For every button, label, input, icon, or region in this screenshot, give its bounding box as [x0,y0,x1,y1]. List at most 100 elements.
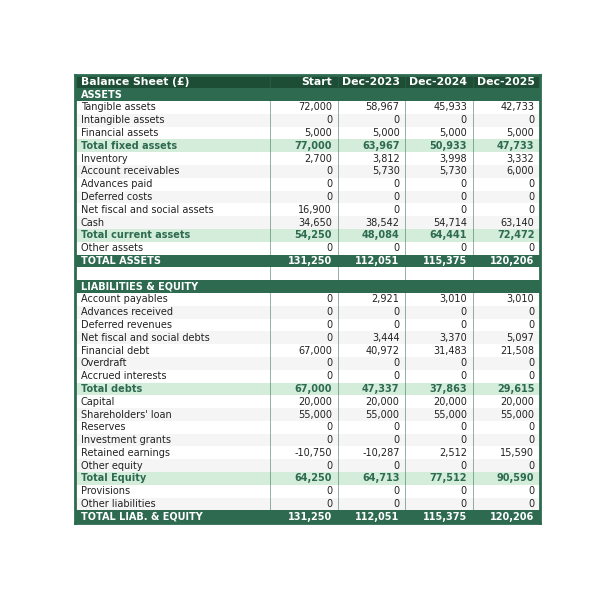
Text: Accrued interests: Accrued interests [80,371,166,381]
Text: 42,733: 42,733 [500,102,535,112]
Text: Total Equity: Total Equity [80,473,146,483]
Text: 0: 0 [461,499,467,509]
Bar [75,421,540,434]
Text: 20,000: 20,000 [298,397,332,407]
Text: Retained earnings: Retained earnings [80,448,170,458]
Text: Total current assets: Total current assets [80,230,190,241]
Text: LIABILITIES & EQUITY: LIABILITIES & EQUITY [80,281,198,291]
Text: 115,375: 115,375 [423,256,467,266]
Text: Advances paid: Advances paid [80,179,152,189]
Bar [75,382,540,395]
Text: 5,000: 5,000 [372,128,400,138]
Bar [75,101,540,114]
Text: -10,287: -10,287 [362,448,400,458]
Text: 55,000: 55,000 [433,410,467,420]
Text: Inventory: Inventory [80,154,127,164]
Text: 0: 0 [528,307,535,317]
Text: 48,084: 48,084 [362,230,400,241]
Text: 77,000: 77,000 [295,141,332,151]
Text: 0: 0 [326,499,332,509]
Text: 0: 0 [326,371,332,381]
Text: 20,000: 20,000 [433,397,467,407]
Text: 3,010: 3,010 [439,294,467,304]
Text: 0: 0 [394,358,400,368]
Text: 0: 0 [528,205,535,215]
Text: 0: 0 [326,179,332,189]
Text: 0: 0 [326,243,332,253]
Text: 0: 0 [394,499,400,509]
Bar [75,395,540,408]
Text: 2,921: 2,921 [371,294,400,304]
Bar [75,408,540,421]
Text: Total debts: Total debts [80,384,142,394]
Text: 0: 0 [326,358,332,368]
Text: Tangible assets: Tangible assets [80,102,155,112]
Text: 0: 0 [461,115,467,125]
Bar [75,126,540,139]
Text: 38,542: 38,542 [365,217,400,228]
Text: Capital: Capital [80,397,115,407]
Text: 45,933: 45,933 [433,102,467,112]
Text: 64,441: 64,441 [430,230,467,241]
Text: 20,000: 20,000 [365,397,400,407]
Text: 77,512: 77,512 [430,473,467,483]
Bar [75,434,540,446]
Text: 63,140: 63,140 [500,217,535,228]
Text: 67,000: 67,000 [298,346,332,356]
Text: 55,000: 55,000 [365,410,400,420]
Text: 131,250: 131,250 [288,256,332,266]
Text: 0: 0 [461,205,467,215]
Text: 58,967: 58,967 [365,102,400,112]
Text: 0: 0 [394,320,400,330]
Text: 0: 0 [461,320,467,330]
Text: 3,010: 3,010 [507,294,535,304]
Text: 0: 0 [394,192,400,202]
Text: Other assets: Other assets [80,243,143,253]
Text: 0: 0 [326,115,332,125]
Text: 0: 0 [394,461,400,470]
Text: 16,900: 16,900 [298,205,332,215]
Text: 37,863: 37,863 [430,384,467,394]
Text: Account receivables: Account receivables [80,167,179,177]
Bar [75,370,540,382]
Bar [75,76,540,88]
Bar [75,306,540,319]
Bar [75,139,540,152]
Text: 0: 0 [326,423,332,432]
Text: 20,000: 20,000 [500,397,535,407]
Text: Dec-2024: Dec-2024 [409,77,467,87]
Text: -10,750: -10,750 [295,448,332,458]
Text: 40,972: 40,972 [365,346,400,356]
Text: 0: 0 [394,179,400,189]
Text: 0: 0 [326,167,332,177]
Bar [75,485,540,498]
Text: Account payables: Account payables [80,294,167,304]
Bar [75,114,540,126]
Text: Other liabilities: Other liabilities [80,499,155,509]
Text: 3,998: 3,998 [439,154,467,164]
Bar [75,498,540,511]
Text: 55,000: 55,000 [500,410,535,420]
Text: 90,590: 90,590 [497,473,535,483]
Text: 0: 0 [394,205,400,215]
Text: 2,700: 2,700 [304,154,332,164]
Text: Provisions: Provisions [80,486,130,496]
Text: 6,000: 6,000 [507,167,535,177]
Text: 0: 0 [528,320,535,330]
Text: 0: 0 [326,192,332,202]
Text: Total fixed assets: Total fixed assets [80,141,177,151]
Bar [75,255,540,267]
Text: 0: 0 [528,115,535,125]
Text: 72,000: 72,000 [298,102,332,112]
Bar [75,267,540,280]
Text: 72,472: 72,472 [497,230,535,241]
Text: 0: 0 [394,435,400,445]
Text: Cash: Cash [80,217,105,228]
Text: 0: 0 [528,486,535,496]
Text: 5,097: 5,097 [506,333,535,343]
Bar [75,332,540,344]
Text: 15,590: 15,590 [500,448,535,458]
Text: 112,051: 112,051 [355,256,400,266]
Bar [75,165,540,178]
Text: 0: 0 [528,358,535,368]
